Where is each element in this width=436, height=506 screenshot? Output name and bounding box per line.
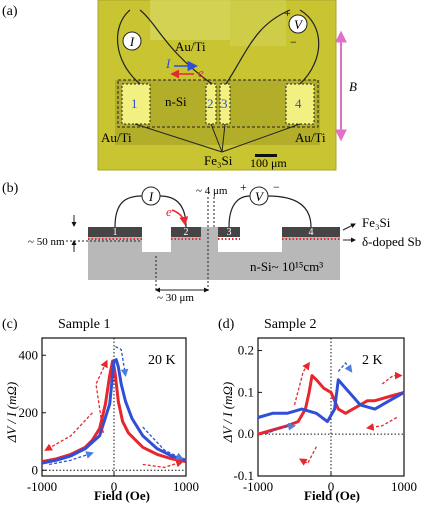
substrate-label: n-Si~ 10¹⁵cm³ xyxy=(250,259,323,274)
layer-sb-label: δ-doped Sb xyxy=(362,234,421,249)
chart-d-xtick-label-0: -1000 xyxy=(243,479,273,494)
b-pad-1 xyxy=(88,227,142,237)
chart-d-plot: -1000 0 1000 -0.1 0.0 0.1 0.2 xyxy=(233,337,417,494)
contact-bottom-left-label: Au/Ti xyxy=(101,130,132,145)
b-pad-1-label: 1 xyxy=(113,227,118,238)
panel-b: (b) 1 2 3 4 I V + − e ~ 4 μm xyxy=(2,180,421,304)
chart-c-xtick-label-0: -1000 xyxy=(27,479,57,494)
chart-d-ytick-label-3: 0.2 xyxy=(238,343,254,358)
chart-c-xtick-label-1: 0 xyxy=(111,479,118,494)
panel-a-tag: (a) xyxy=(2,4,18,19)
panel-a: (a) I V + − Au/Ti I xyxy=(2,0,357,171)
chart-c-sweep-arrow-2 xyxy=(49,451,94,466)
chart-d-ylabel: ΔV / I (mΩ) xyxy=(220,382,235,443)
chart-c-series-1 xyxy=(41,358,187,465)
panel-c: (c) Sample 1 ΔV / I (mΩ) Field (Oe) 20 K… xyxy=(2,317,199,503)
chart-d-ytick-label-0: -0.1 xyxy=(233,468,254,483)
chart-c-xlabel: Field (Oe) xyxy=(94,488,150,503)
voltmeter-label: V xyxy=(294,17,304,32)
b-plus: + xyxy=(240,180,247,194)
pad-4-label: 4 xyxy=(295,96,302,111)
panel-d-tag: (d) xyxy=(218,317,235,332)
chart-c-ylabel: ΔV / I (mΩ) xyxy=(4,382,19,443)
chart-c-plot: -1000 0 1000 0 200 400 xyxy=(19,337,199,494)
contact-bottom-right-label: Au/Ti xyxy=(295,130,326,145)
b-minus: − xyxy=(273,180,280,194)
chart-d-title: Sample 2 xyxy=(264,317,317,332)
chart-d-xtick-label-2: 1000 xyxy=(391,479,417,494)
current-source-icon xyxy=(122,31,142,51)
electron-label: e xyxy=(198,65,204,80)
chart-c-ytick-label-0: 0 xyxy=(32,462,39,477)
b-pad-3 xyxy=(218,227,240,237)
chart-c-title: Sample 1 xyxy=(58,317,111,332)
pad-2-label: 2 xyxy=(207,96,214,111)
chart-d-sweep-arrow-1 xyxy=(298,446,317,466)
chart-d-ytick-label-1: 0.0 xyxy=(238,426,254,441)
contact-top-label: Au/Ti xyxy=(175,39,206,54)
b-pad-4 xyxy=(282,227,340,237)
gap-bottom-label: ~ 30 μm xyxy=(157,292,194,304)
chart-d-sweep-arrow-5 xyxy=(365,416,398,431)
layer-fe-label: Fe₃Si xyxy=(362,215,391,230)
chart-c-sweep-arrow-3 xyxy=(115,346,129,377)
chart-d-sweep-arrow-3 xyxy=(337,362,353,373)
voltmeter-minus: − xyxy=(290,35,297,49)
chart-c-sweep-arrow-0 xyxy=(44,412,93,451)
b-voltmeter-label: V xyxy=(255,189,265,204)
chart-d-xlabel: Field (Oe) xyxy=(304,488,360,503)
chart-c-ytick-label-2: 400 xyxy=(19,347,39,362)
pad-3-label: 3 xyxy=(221,96,228,111)
material-label: Fe₃Si xyxy=(204,153,233,168)
chart-d-series-1 xyxy=(257,378,405,424)
chart-d-series-0 xyxy=(257,374,405,436)
pad-1-label: 1 xyxy=(131,96,138,111)
field-label: B xyxy=(349,79,357,94)
chart-c-annotation: 20 K xyxy=(148,353,176,368)
panel-c-tag: (c) xyxy=(2,317,18,332)
chart-c-sweep-arrow-4 xyxy=(142,426,184,460)
scale-label: 100 μm xyxy=(250,156,287,170)
chart-c-sweep-arrow-5 xyxy=(142,459,184,469)
b-electron-label: e xyxy=(166,204,172,219)
b-current-source-icon xyxy=(141,186,161,206)
pad-3 xyxy=(219,83,231,125)
panel-b-tag: (b) xyxy=(2,181,19,196)
chart-d-sweep-arrow-4 xyxy=(381,371,403,385)
b-current-label: I xyxy=(148,189,154,204)
chart-d-ytick-label-2: 0.1 xyxy=(238,384,254,399)
gap-top-label: ~ 4 μm xyxy=(196,185,228,197)
current-source-label: I xyxy=(129,34,135,49)
b-pad-3-label: 3 xyxy=(227,227,232,238)
substrate xyxy=(88,227,340,280)
b-pad-2 xyxy=(171,227,201,237)
chart-d-sweep-arrow-2 xyxy=(265,422,297,435)
voltmeter-plus: + xyxy=(284,6,291,20)
panel-d: (d) Sample 2 ΔV / I (mΩ) Field (Oe) 2 K … xyxy=(218,317,417,503)
thickness-label: ~ 50 nm xyxy=(28,236,65,248)
chart-d-sweep-arrow-0 xyxy=(293,361,310,406)
chart-c-xtick-label-2: 1000 xyxy=(173,479,199,494)
chart-c-ytick-label-1: 200 xyxy=(19,405,39,420)
voltmeter-icon xyxy=(288,14,308,34)
current-arrow-label: I xyxy=(165,56,171,71)
b-voltmeter-icon xyxy=(249,186,269,206)
chart-d-annotation: 2 K xyxy=(362,353,383,368)
b-pad-4-label: 4 xyxy=(309,227,314,238)
b-pad-2-label: 2 xyxy=(184,227,189,238)
channel-label: n-Si xyxy=(165,94,187,109)
scale-bar xyxy=(255,154,277,157)
chart-c-sweep-arrow-1 xyxy=(95,359,108,433)
chart-d-xtick-label-1: 0 xyxy=(328,479,335,494)
